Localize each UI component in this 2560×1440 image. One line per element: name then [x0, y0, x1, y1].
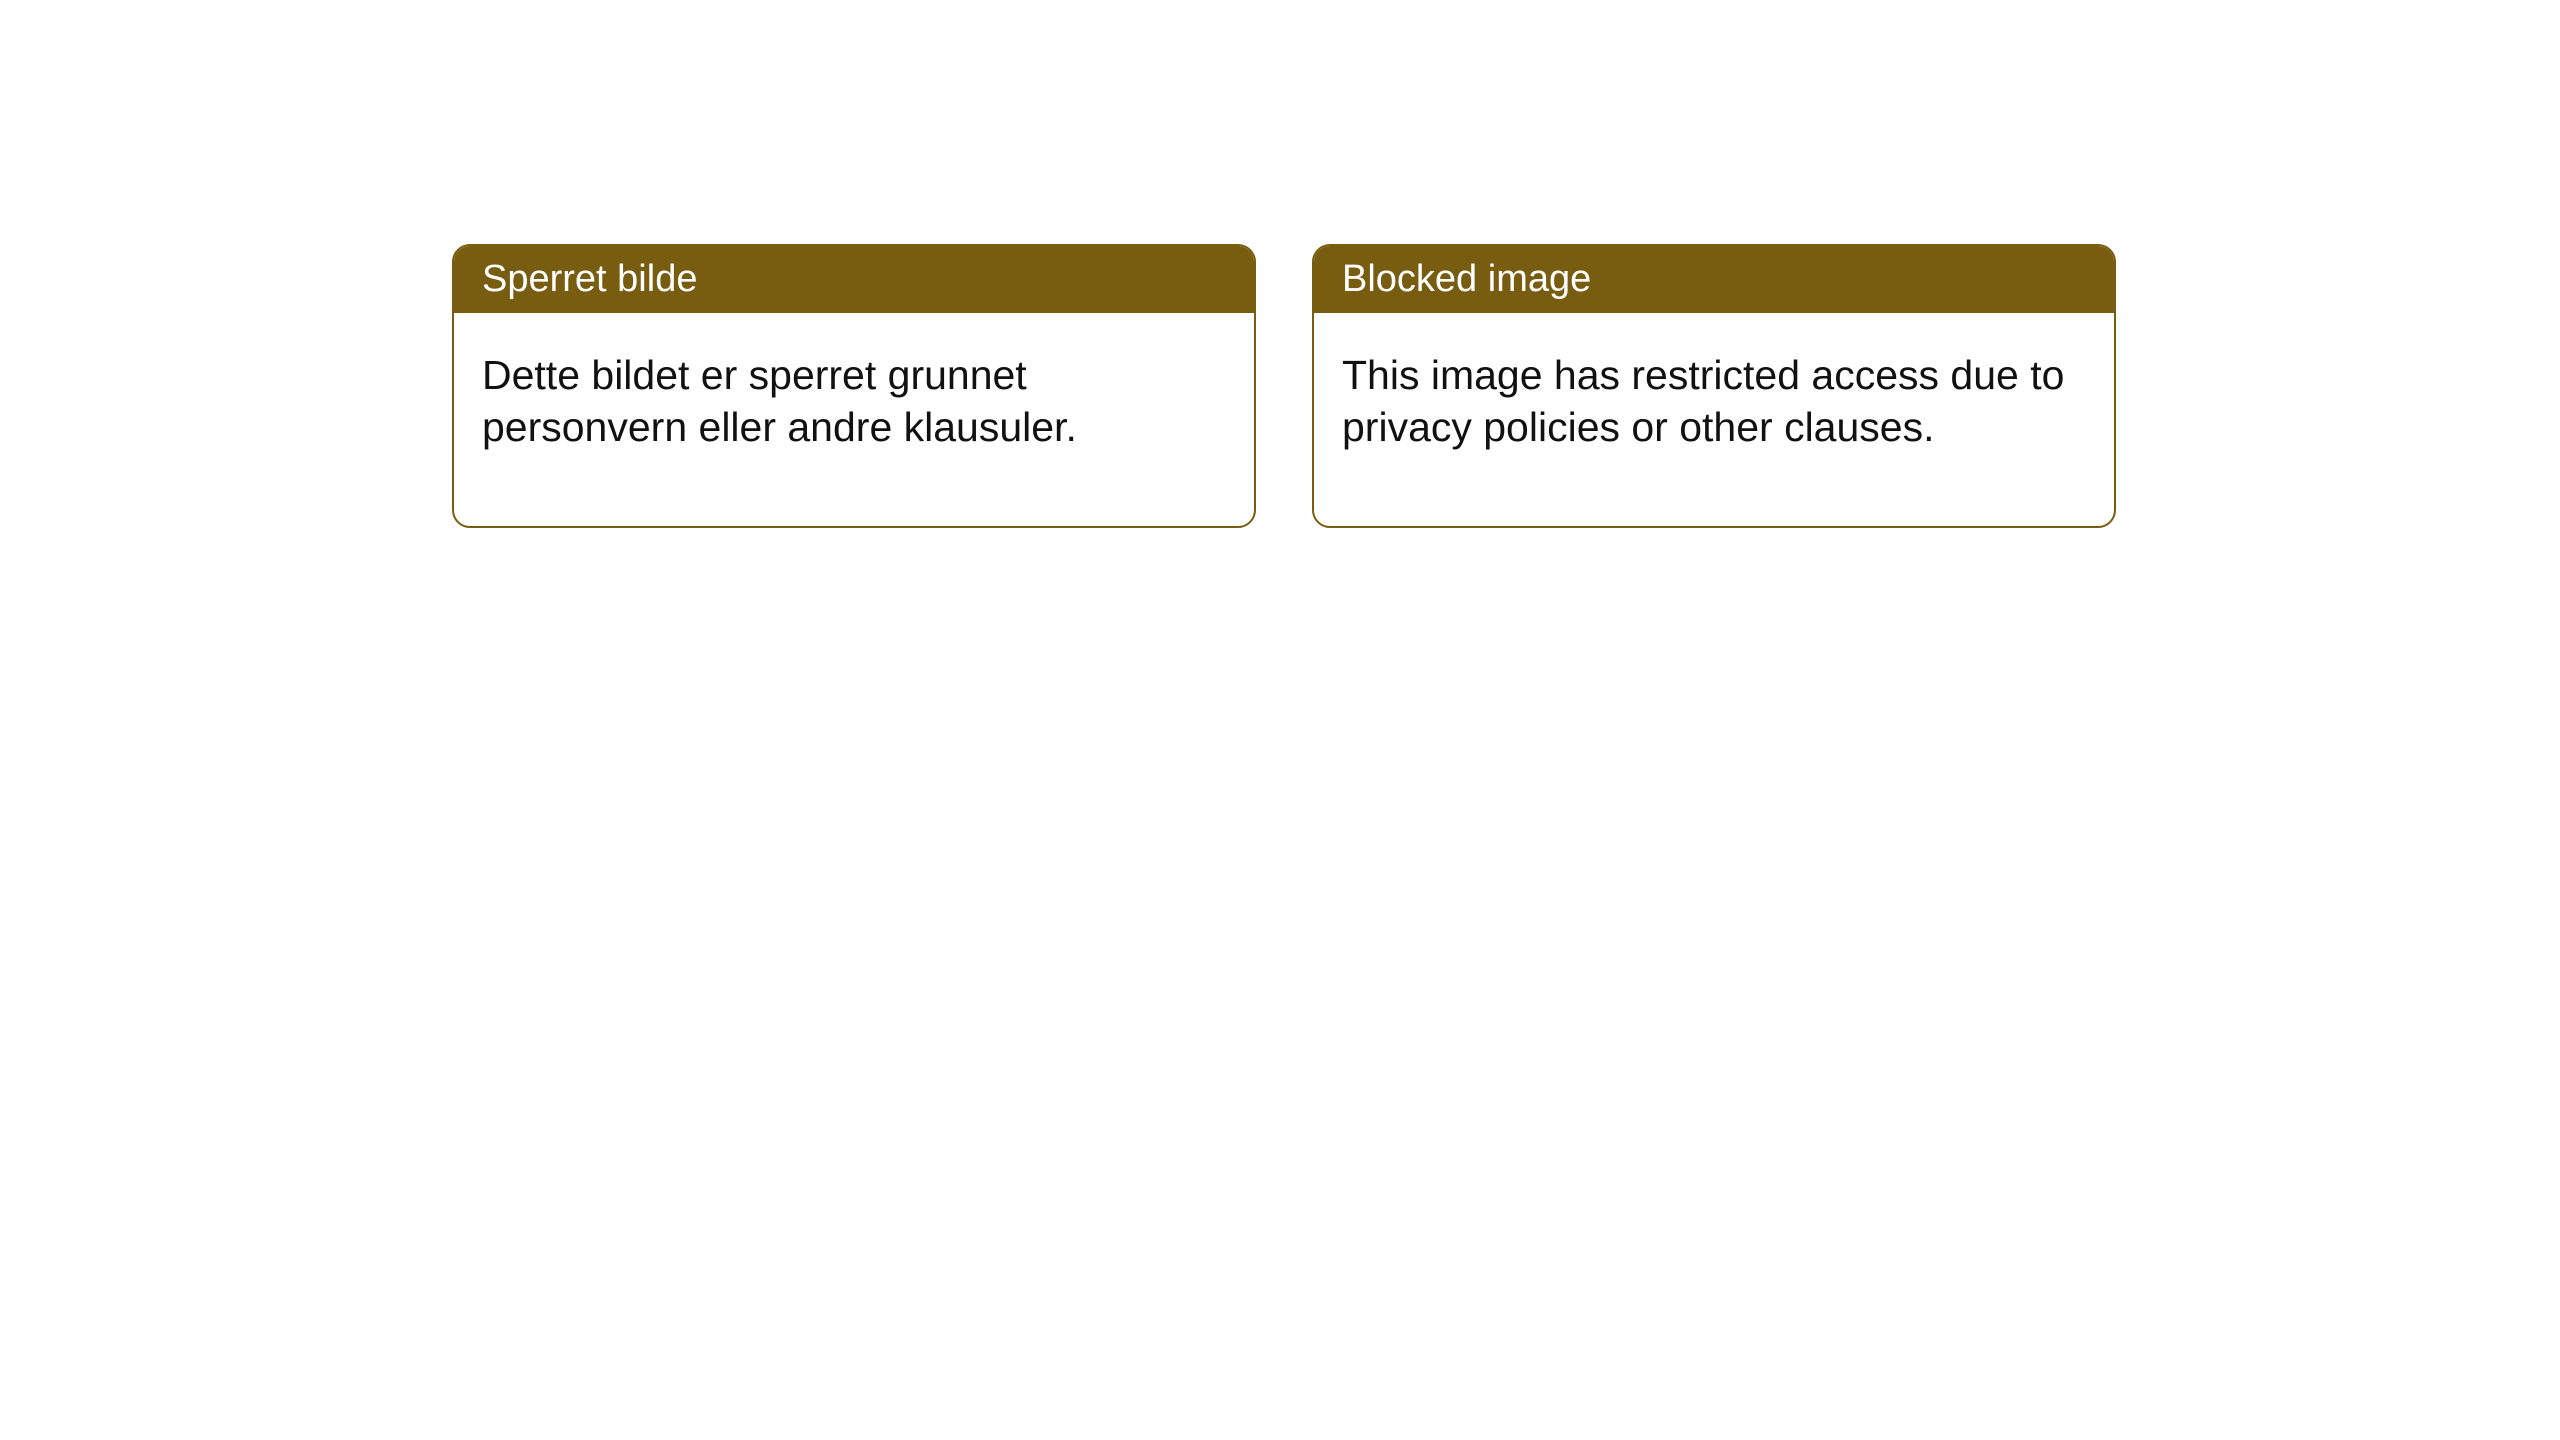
- notice-card-en: Blocked image This image has restricted …: [1312, 244, 2116, 528]
- notice-body-en: This image has restricted access due to …: [1314, 313, 2114, 526]
- notice-header-no: Sperret bilde: [454, 246, 1254, 313]
- notice-body-no: Dette bildet er sperret grunnet personve…: [454, 313, 1254, 526]
- notice-container: Sperret bilde Dette bildet er sperret gr…: [452, 244, 2116, 528]
- notice-card-no: Sperret bilde Dette bildet er sperret gr…: [452, 244, 1256, 528]
- notice-header-en: Blocked image: [1314, 246, 2114, 313]
